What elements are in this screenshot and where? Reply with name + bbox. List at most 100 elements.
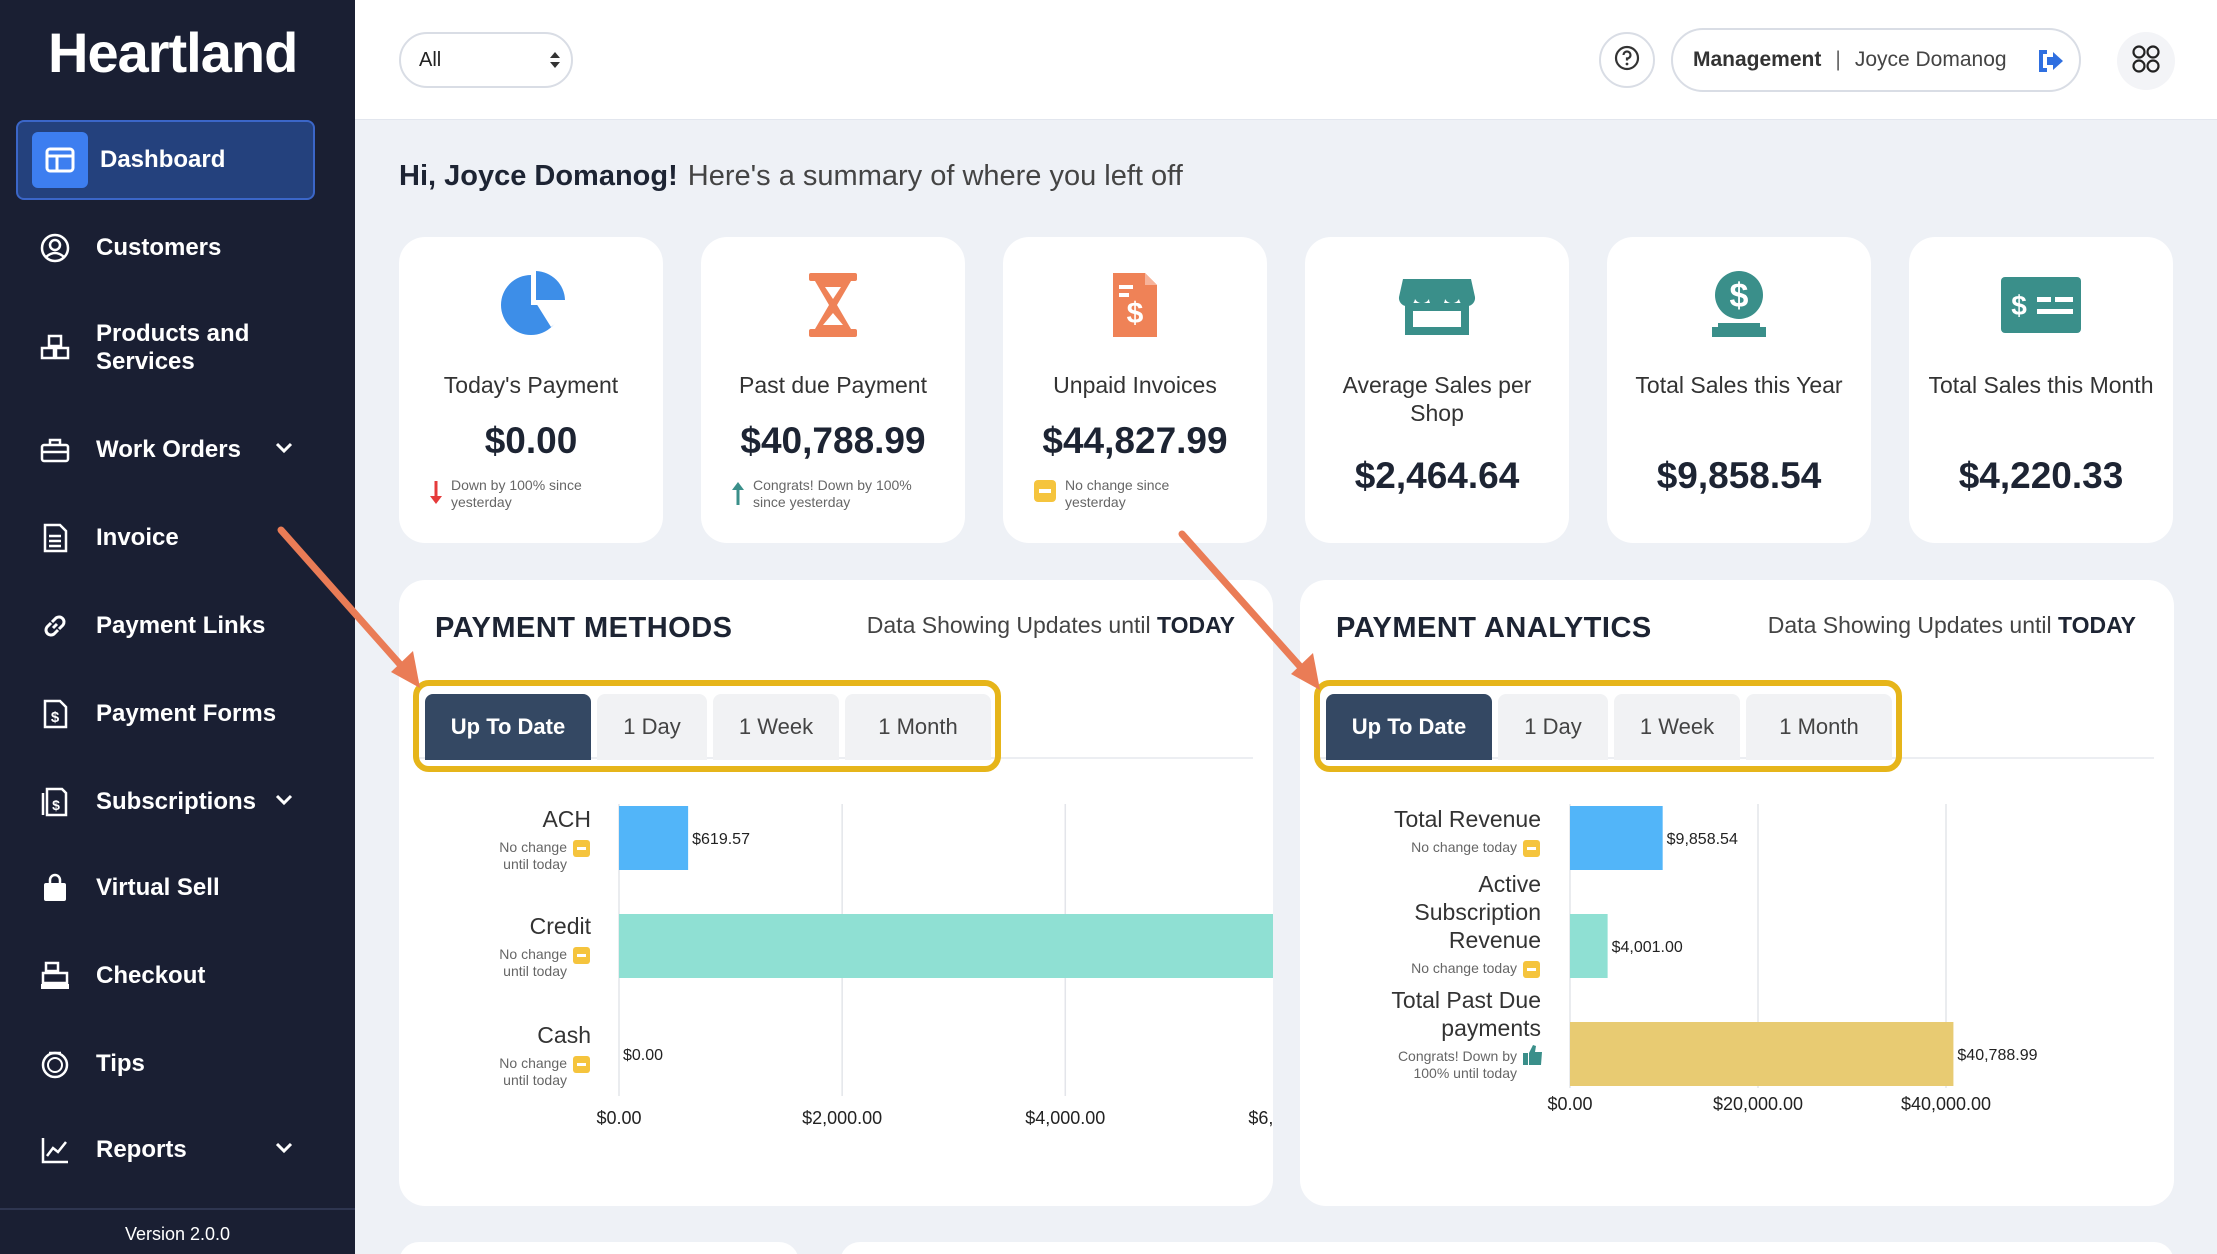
stat-label: Today's Payment xyxy=(443,372,619,398)
chevron-down-icon[interactable] xyxy=(275,441,293,459)
separator: | xyxy=(1835,48,1841,71)
tab-1-month[interactable]: 1 Month xyxy=(845,694,991,760)
bar-value-label: $4,001.00 xyxy=(1612,939,1683,956)
panel-title: PAYMENT ANALYTICS xyxy=(1336,612,1652,644)
panel-update-note: Data Showing Updates until TODAY xyxy=(1768,612,2136,639)
stat-value: $4,220.33 xyxy=(1958,455,2124,496)
sidebar-item-products-and-services[interactable]: Products and Services xyxy=(16,308,315,388)
user-circle-icon xyxy=(38,231,72,265)
sidebar-item-label: Work Orders xyxy=(96,436,241,463)
stat-card-unpaid-invoices: $ Unpaid Invoices $44,827.99 No change s… xyxy=(1003,237,1267,543)
tab-1-month[interactable]: 1 Month xyxy=(1746,694,1892,760)
stat-note-text: Down by 100% since yesterday xyxy=(451,477,582,510)
sidebar-item-reports[interactable]: Reports xyxy=(16,1110,315,1190)
category-sublabel: until today xyxy=(503,1072,567,1088)
arrow-down-icon xyxy=(429,479,443,511)
sidebar-item-label: Invoice xyxy=(96,524,179,551)
no-change-icon xyxy=(573,947,590,964)
stat-value: $40,788.99 xyxy=(740,420,926,461)
heartland-logo[interactable]: Heartland xyxy=(48,21,298,84)
chevron-down-icon[interactable] xyxy=(275,1141,293,1159)
bar xyxy=(1570,1022,1954,1086)
sidebar-item-label: Reports xyxy=(96,1136,187,1163)
bar xyxy=(1570,806,1663,870)
dashboard-icon xyxy=(32,132,88,188)
invoice-dollar-icon: $ xyxy=(1003,267,1267,343)
document-icon xyxy=(38,521,72,555)
stat-card-past-due-payment: Past due Payment $40,788.99 Congrats! Do… xyxy=(701,237,965,543)
tab-up-to-date[interactable]: Up To Date xyxy=(1326,694,1492,760)
bar xyxy=(619,914,1273,978)
category-sublabel: No change xyxy=(499,946,567,962)
logout-icon[interactable] xyxy=(2035,47,2065,81)
x-tick-label: $40,000.00 xyxy=(1901,1094,1991,1114)
time-range-tabs: Up To Date 1 Day 1 Week 1 Month xyxy=(413,680,1001,772)
category-sublabel: No change today xyxy=(1411,960,1517,976)
no-change-icon-dash xyxy=(577,847,586,850)
tab-1-day[interactable]: 1 Day xyxy=(597,694,707,760)
category-label: Subscription xyxy=(1414,899,1541,925)
sidebar-item-dashboard[interactable]: Dashboard xyxy=(16,120,315,200)
thumbs-up-icon-part xyxy=(1523,1053,1528,1065)
no-change-icon xyxy=(1523,961,1540,978)
tab-1-week[interactable]: 1 Week xyxy=(713,694,839,760)
svg-text:$: $ xyxy=(1730,277,1749,315)
tab-up-to-date[interactable]: Up To Date xyxy=(425,694,591,760)
stat-value: $44,827.99 xyxy=(1042,420,1228,461)
chevron-down-icon[interactable] xyxy=(275,793,293,811)
bottom-card xyxy=(840,1242,2174,1254)
greeting: Hi, Joyce Domanog! Here's a summary of wh… xyxy=(399,160,1183,193)
no-change-icon-dash xyxy=(1527,968,1536,971)
stat-note: Down by 100% since yesterday xyxy=(429,477,621,511)
panel-note-text: Data Showing Updates until xyxy=(1767,612,2052,638)
sidebar-item-virtual-sell[interactable]: Virtual Sell xyxy=(16,848,315,928)
category-sublabel: 100% until today xyxy=(1413,1065,1517,1081)
bar-value-label: $40,788.99 xyxy=(1957,1047,2037,1064)
sidebar-item-checkout[interactable]: Checkout xyxy=(16,936,315,1016)
sidebar-item-payment-links[interactable]: Payment Links xyxy=(16,586,315,666)
link-icon xyxy=(38,609,72,643)
bar-value-label: $619.57 xyxy=(692,831,750,848)
stat-label: Total Sales this Year xyxy=(1635,372,1843,398)
no-change-icon-dash xyxy=(577,954,586,957)
x-tick-label: $0.00 xyxy=(596,1108,641,1128)
sidebar-item-work-orders[interactable]: Work Orders xyxy=(16,410,315,490)
category-label: Active xyxy=(1478,871,1541,897)
boxes-icon xyxy=(38,331,72,365)
filter-select-value: All xyxy=(419,48,442,71)
sidebar-item-invoice[interactable]: Invoice xyxy=(16,498,315,578)
category-label: Revenue xyxy=(1449,927,1541,953)
sidebar-item-label: Payment Forms xyxy=(96,700,277,727)
panel-note-bold: TODAY xyxy=(2058,612,2136,638)
sidebar-item-tips[interactable]: Tips xyxy=(16,1024,315,1104)
bottom-card xyxy=(399,1242,799,1254)
user-account-pill[interactable]: Management | Joyce Domanog xyxy=(1671,28,2081,92)
sidebar-item-subscriptions[interactable]: $ Subscriptions xyxy=(16,762,315,842)
sidebar-item-customers[interactable]: Customers xyxy=(16,208,315,288)
sidebar-item-label: Dashboard xyxy=(100,146,226,173)
bar xyxy=(1570,914,1608,978)
sidebar-item-label: Customers xyxy=(96,234,222,261)
question-icon xyxy=(1613,44,1641,77)
category-sublabel: No change xyxy=(499,839,567,855)
dollar-hand-icon: $ xyxy=(1607,267,1871,343)
select-arrows-icon xyxy=(549,48,561,78)
stat-card-total-sales-this-month: $ Total Sales this Month $4,220.33 xyxy=(1909,237,2173,543)
tab-1-day[interactable]: 1 Day xyxy=(1498,694,1608,760)
x-tick-label: $2,000.00 xyxy=(802,1108,882,1128)
x-tick-label: $0.00 xyxy=(1547,1094,1592,1114)
hourglass-icon xyxy=(701,267,965,343)
sidebar-item-label: Tips xyxy=(96,1050,145,1077)
user-role: Management xyxy=(1693,48,1822,71)
payment-analytics-chart: $0.00 $20,000.00 $40,000.00 $9,858.54 Total … xyxy=(1391,804,2038,1114)
category-label: Credit xyxy=(530,913,592,939)
sidebar: Heartland Dashboard Customers Products a… xyxy=(0,0,355,1254)
category-sublabel: Congrats! Down by xyxy=(1398,1048,1517,1064)
sidebar-item-payment-forms[interactable]: $ Payment Forms xyxy=(16,674,315,754)
filter-select[interactable]: All xyxy=(399,32,573,88)
apps-grid-icon xyxy=(2131,44,2161,79)
apps-button[interactable] xyxy=(2117,32,2175,90)
help-button[interactable] xyxy=(1599,32,1655,88)
tab-1-week[interactable]: 1 Week xyxy=(1614,694,1740,760)
no-change-icon xyxy=(573,840,590,857)
